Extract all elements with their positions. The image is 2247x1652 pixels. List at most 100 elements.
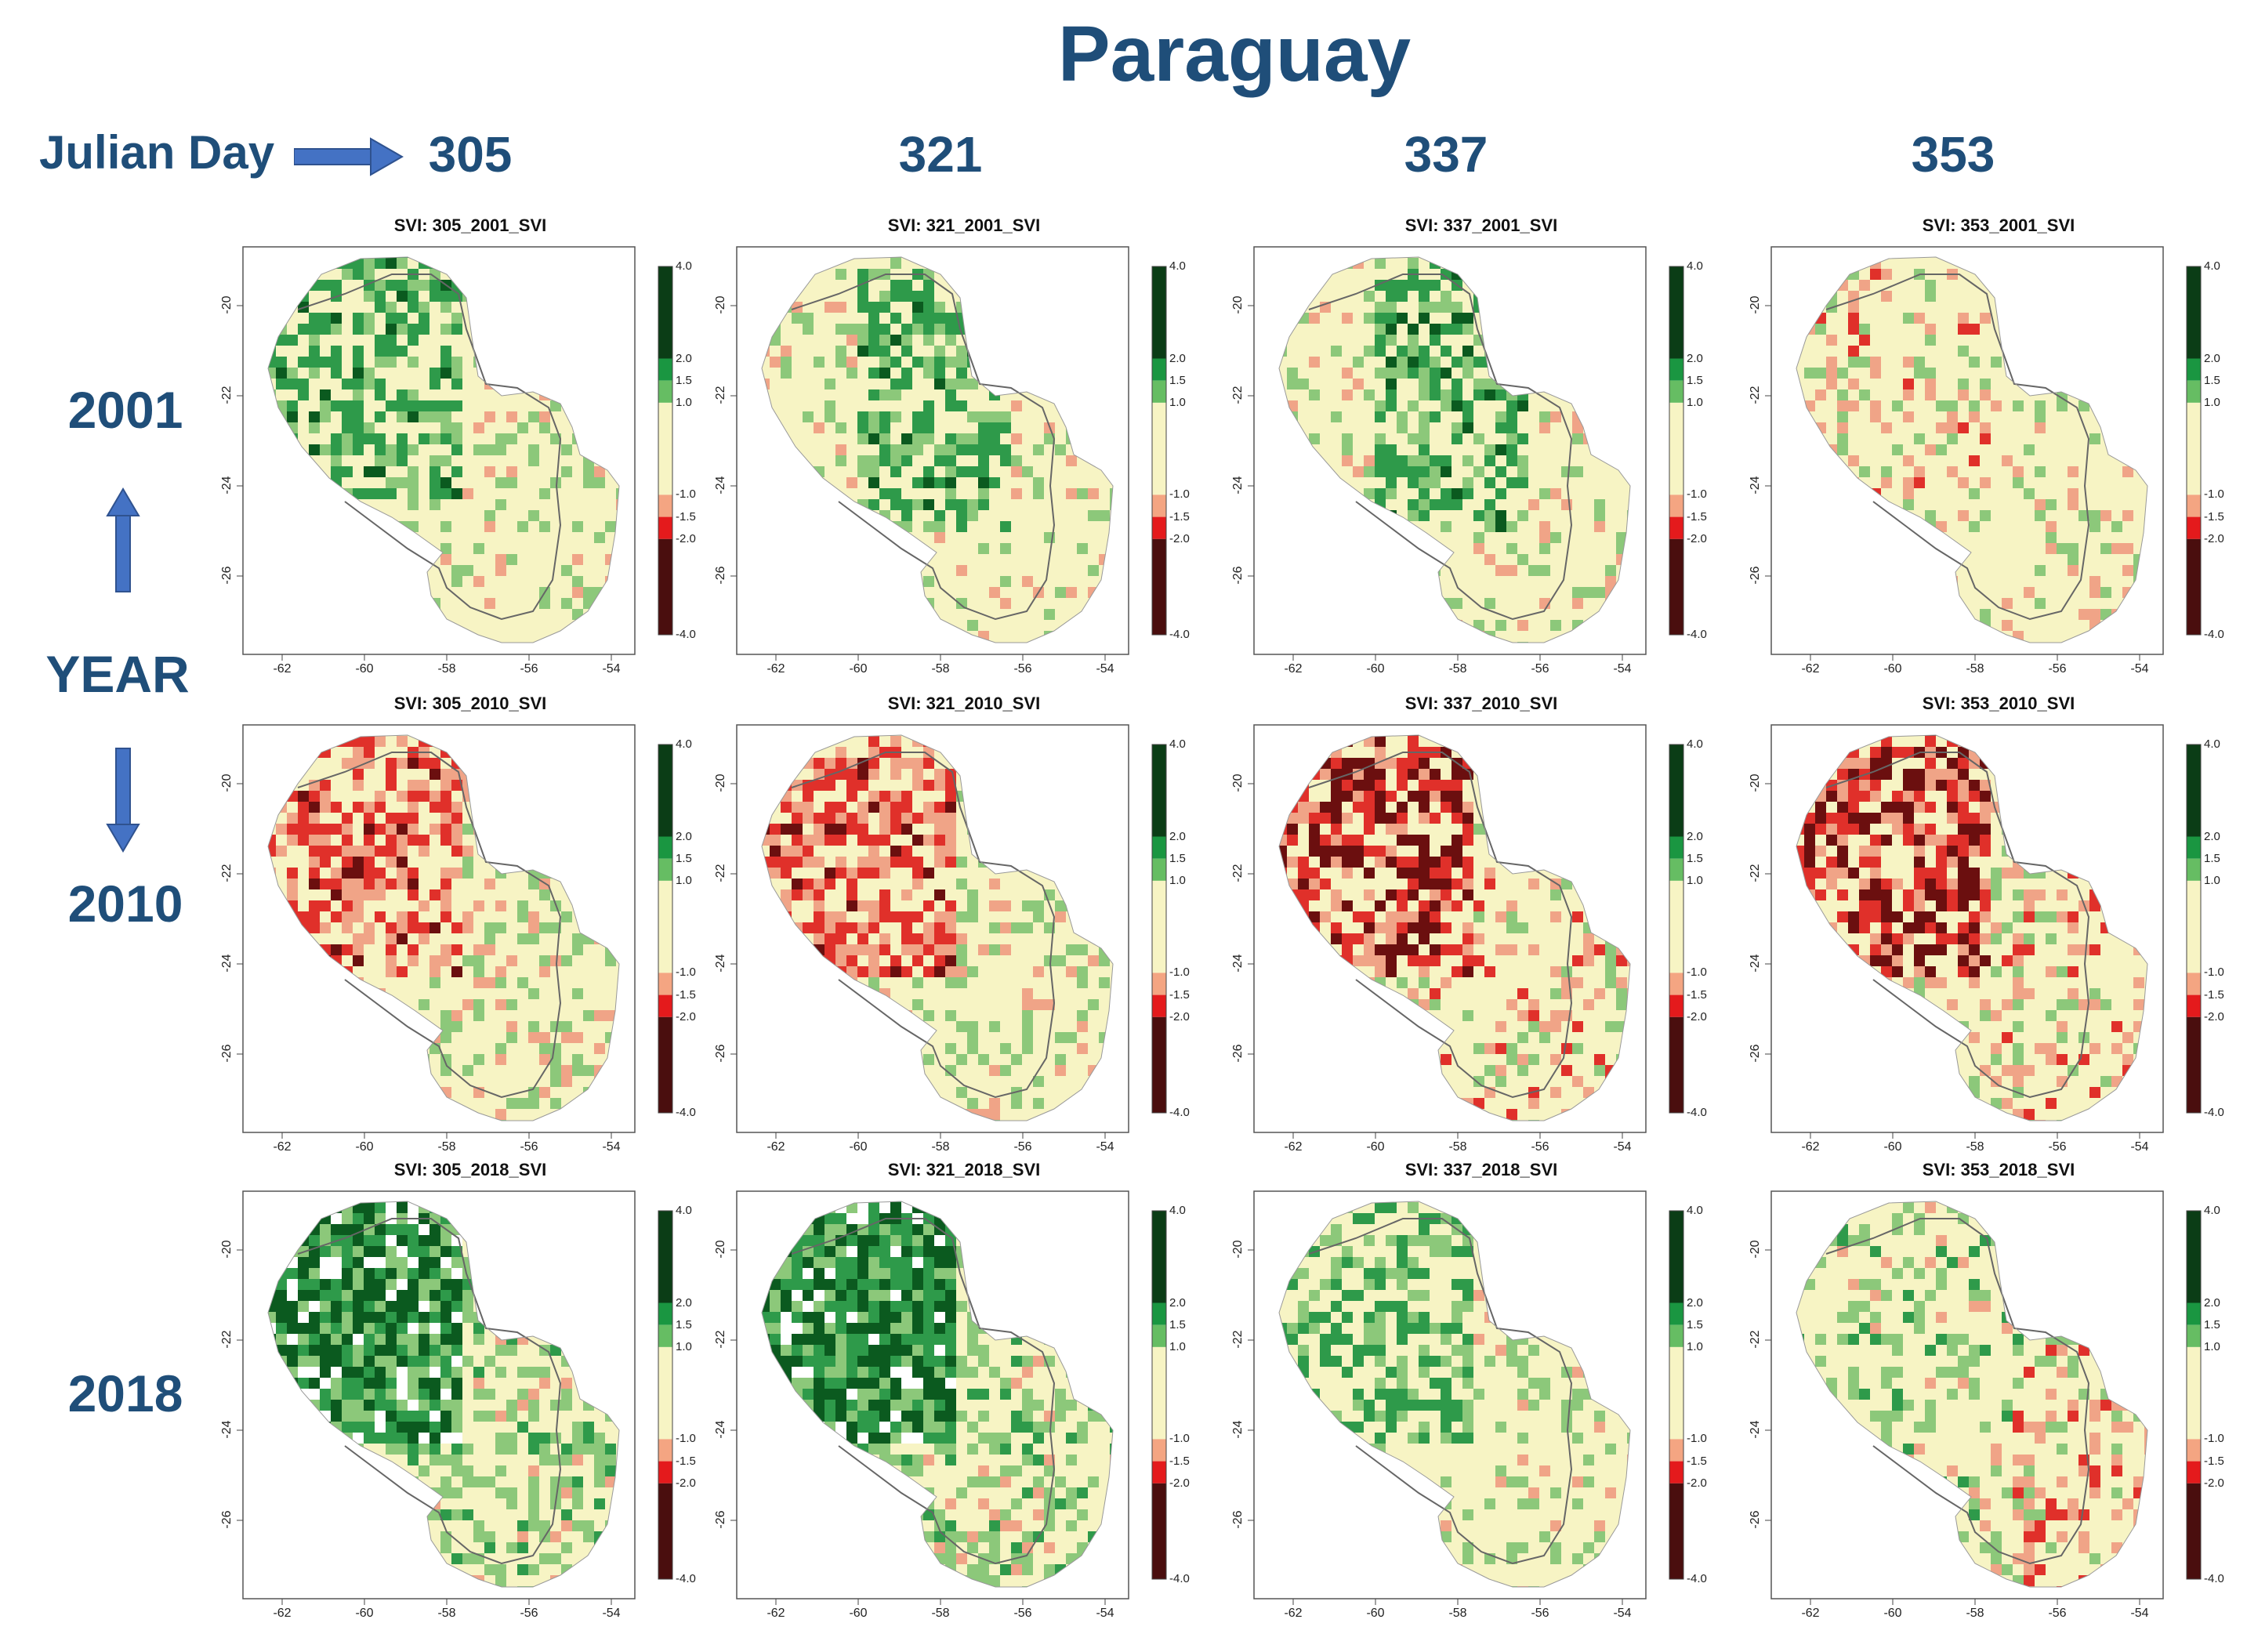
- colorbar-frame: [2186, 744, 2202, 1114]
- y-tick-label: -24: [1749, 954, 1762, 973]
- colorbar-segment: [1669, 538, 1683, 635]
- x-tick-label: -54: [1613, 1140, 1632, 1154]
- colorbar-label: 2.0: [1169, 1295, 1186, 1310]
- svi-map-panel: SVI: 337_2018_SVI -62 -60 -58 -56 -54 -20 -22 -2…: [1231, 1160, 1756, 1630]
- country-outline: [761, 1201, 1114, 1588]
- colorbar-segment: [1152, 1302, 1166, 1325]
- x-tick-label: -60: [1366, 1607, 1385, 1620]
- svi-map-panel: SVI: 321_2001_SVI -62 -60 -58 -56 -54 -20 -22 -2…: [714, 216, 1238, 686]
- x-tick-label: -58: [1966, 1607, 1984, 1620]
- colorbar-segment: [658, 1439, 672, 1462]
- colorbar-label: -1.5: [1169, 509, 1190, 523]
- colorbar-label: 4.0: [1687, 259, 1703, 273]
- day-label-321: 321: [898, 126, 983, 183]
- colorbar-segment: [658, 1016, 672, 1113]
- x-tick-label: -60: [849, 1140, 868, 1154]
- colorbar-label: -2.0: [676, 1009, 696, 1023]
- colorbar-frame: [2186, 1210, 2202, 1580]
- y-tick-label: -24: [220, 954, 234, 973]
- x-tick-label: -62: [767, 1140, 785, 1154]
- colorbar-label: -1.0: [676, 965, 696, 980]
- colorbar-label: 2.0: [1169, 351, 1186, 365]
- y-tick-label: -26: [714, 1510, 727, 1529]
- colorbar-segment: [1152, 1483, 1166, 1579]
- colorbar-label: 2.0: [1687, 351, 1703, 365]
- colorbar-segment: [1669, 973, 1683, 995]
- x-tick-label: -60: [1883, 1140, 1902, 1154]
- colorbar-label: 4.0: [2204, 259, 2220, 273]
- colorbar-segment: [1669, 380, 1683, 403]
- svi-map-panel: SVI: 337_2010_SVI -62 -60 -58 -56 -54 -20 -22 -2…: [1231, 694, 1756, 1164]
- colorbar-label: 1.5: [1169, 851, 1186, 865]
- svi-map-panel: SVI: 337_2001_SVI -62 -60 -58 -56 -54 -20 -22 -2…: [1231, 216, 1756, 686]
- colorbar-segment: [1669, 266, 1683, 359]
- x-tick-label: -56: [1531, 1607, 1549, 1620]
- x-tick-label: -62: [273, 1607, 292, 1620]
- x-tick-label: -54: [602, 1140, 621, 1154]
- colorbar-segment: [2187, 858, 2201, 881]
- colorbar-frame: [2186, 266, 2202, 636]
- colorbar-label: -2.0: [1169, 1009, 1190, 1023]
- colorbar-segment: [2187, 358, 2201, 381]
- colorbar-label: -1.5: [1687, 1454, 1707, 1468]
- y-tick-label: -24: [714, 1420, 727, 1439]
- colorbar-frame: [658, 1210, 673, 1580]
- colorbar-label: -2.0: [1169, 1476, 1190, 1490]
- y-tick-label: -26: [1231, 566, 1245, 585]
- colorbar-segment: [1669, 858, 1683, 881]
- colorbar-label: -1.0: [676, 1432, 696, 1446]
- panel-title: SVI: 337_2001_SVI: [1404, 216, 1558, 235]
- colorbar-label: 2.0: [1169, 829, 1186, 843]
- region-border: [1308, 1218, 1573, 1565]
- y-tick-label: -22: [1749, 864, 1762, 882]
- y-tick-label: -20: [1231, 1240, 1245, 1259]
- colorbar-segment: [1669, 744, 1683, 837]
- region-border: [791, 274, 1056, 621]
- colorbar-segment: [1152, 744, 1166, 837]
- colorbar-label: -1.0: [2204, 965, 2224, 980]
- day-label-305: 305: [428, 126, 513, 183]
- colorbar-label: 1.5: [1687, 1317, 1703, 1331]
- x-tick-label: -54: [1096, 662, 1114, 676]
- svi-map: [237, 246, 673, 661]
- colorbar-segment: [658, 858, 672, 881]
- colorbar-segment: [658, 1346, 672, 1440]
- y-tick-label: -20: [1231, 295, 1245, 314]
- x-tick-label: -54: [2130, 1607, 2149, 1620]
- colorbar-segment: [1152, 1016, 1166, 1113]
- colorbar-segment: [1152, 858, 1166, 881]
- panel-title: SVI: 305_2018_SVI: [393, 1160, 547, 1179]
- panel-title: SVI: 305_2010_SVI: [393, 694, 547, 713]
- colorbar-label: -1.5: [1687, 509, 1707, 523]
- colorbar-segment: [2187, 266, 2201, 359]
- year-label-2001: 2001: [67, 381, 183, 439]
- region-border: [297, 274, 562, 621]
- year-arrows: [106, 487, 140, 853]
- colorbar-label: -4.0: [1169, 1106, 1190, 1119]
- y-tick-label: -26: [1749, 566, 1762, 585]
- right-arrow-icon: [294, 137, 404, 176]
- y-tick-label: -20: [220, 773, 234, 792]
- y-tick-label: -22: [1231, 864, 1245, 882]
- panel-title: SVI: 337_2010_SVI: [1404, 694, 1558, 713]
- x-tick-label: -54: [2130, 662, 2149, 676]
- colorbar-segment: [658, 402, 672, 495]
- svi-map-panel: SVI: 353_2018_SVI -62 -60 -58 -56 -54 -20 -22 -2…: [1749, 1160, 2247, 1630]
- colorbar-label: -1.5: [2204, 509, 2224, 523]
- colorbar-label: -4.0: [1169, 1572, 1190, 1585]
- region-border: [1825, 1218, 2090, 1565]
- colorbar-label: 1.0: [1687, 1339, 1703, 1353]
- y-tick-label: -24: [220, 476, 234, 495]
- colorbar-label: -1.5: [2204, 987, 2224, 1002]
- colorbar-segment: [2187, 994, 2201, 1017]
- y-tick-label: -22: [220, 386, 234, 404]
- panel-title: SVI: 353_2010_SVI: [1922, 694, 2075, 713]
- x-tick-label: -62: [1284, 1607, 1303, 1620]
- colorbar-frame: [1151, 1210, 1167, 1580]
- svi-map-panel: SVI: 321_2010_SVI -62 -60 -58 -56 -54 -20 -22 -2…: [714, 694, 1238, 1164]
- y-tick-label: -26: [220, 1044, 234, 1063]
- colorbar-segment: [1152, 402, 1166, 495]
- x-tick-label: -56: [520, 1140, 538, 1154]
- svi-map-panel: SVI: 321_2018_SVI -62 -60 -58 -56 -54 -20 -22 -2…: [714, 1160, 1238, 1630]
- colorbar-label: 1.0: [1687, 395, 1703, 409]
